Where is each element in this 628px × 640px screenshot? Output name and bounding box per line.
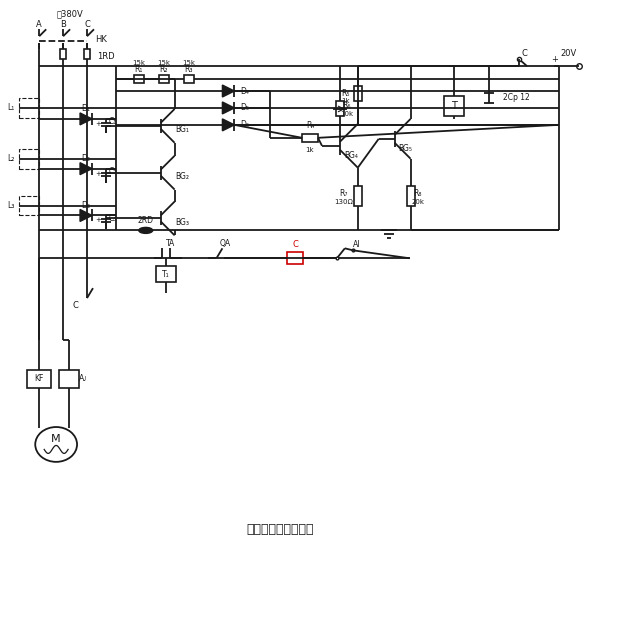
Text: 2RD: 2RD xyxy=(138,216,154,225)
Text: BG₅: BG₅ xyxy=(399,144,413,153)
Text: A: A xyxy=(36,20,42,29)
Text: R₆: R₆ xyxy=(343,102,351,111)
Bar xyxy=(60,49,66,59)
Text: 20V: 20V xyxy=(561,49,577,58)
Text: R₃: R₃ xyxy=(184,65,193,74)
Bar xyxy=(445,96,464,116)
Polygon shape xyxy=(80,113,92,125)
Bar xyxy=(84,49,90,59)
Text: 1k: 1k xyxy=(342,98,350,104)
Bar xyxy=(59,370,79,388)
Text: T₁: T₁ xyxy=(162,269,170,278)
Text: BG₁: BG₁ xyxy=(176,125,190,134)
Bar xyxy=(336,101,344,116)
Bar xyxy=(159,75,169,83)
Text: C: C xyxy=(292,240,298,249)
Text: D₃: D₃ xyxy=(82,201,90,210)
Text: BG₄: BG₄ xyxy=(344,151,358,160)
Text: R₇: R₇ xyxy=(340,189,348,198)
Bar xyxy=(302,134,318,142)
Text: 15k: 15k xyxy=(157,60,170,66)
Text: ～380V: ～380V xyxy=(56,9,83,18)
Text: C: C xyxy=(521,49,527,58)
Ellipse shape xyxy=(35,427,77,462)
Text: R₂: R₂ xyxy=(160,65,168,74)
Bar xyxy=(354,186,362,205)
Polygon shape xyxy=(222,102,234,114)
Text: 10k: 10k xyxy=(340,111,354,117)
Bar xyxy=(134,75,144,83)
Text: Aᴊ: Aᴊ xyxy=(79,374,87,383)
Text: D₁: D₁ xyxy=(82,104,90,113)
Text: 电动机断相自动保护: 电动机断相自动保护 xyxy=(246,523,314,536)
Text: 20k: 20k xyxy=(411,198,424,205)
Text: AI: AI xyxy=(353,240,360,249)
Text: +: + xyxy=(95,218,101,223)
Text: M: M xyxy=(51,435,61,444)
Bar xyxy=(287,252,303,264)
Text: C: C xyxy=(72,301,78,310)
Polygon shape xyxy=(80,163,92,175)
Polygon shape xyxy=(222,85,234,97)
Text: T: T xyxy=(452,101,457,111)
Bar xyxy=(19,148,39,169)
Polygon shape xyxy=(80,209,92,221)
Bar xyxy=(183,75,193,83)
Text: D₄: D₄ xyxy=(240,86,249,95)
Bar xyxy=(19,196,39,216)
Ellipse shape xyxy=(139,227,153,234)
Text: +: + xyxy=(551,54,558,63)
Text: B: B xyxy=(60,20,66,29)
Text: L₁: L₁ xyxy=(8,104,15,113)
Text: L₃: L₃ xyxy=(8,201,15,210)
Text: 2Cp 12: 2Cp 12 xyxy=(503,93,530,102)
Text: TA: TA xyxy=(166,239,175,248)
Text: C₁: C₁ xyxy=(109,117,117,126)
Text: HK: HK xyxy=(95,35,107,44)
Text: BG₂: BG₂ xyxy=(176,172,190,181)
Text: 15k: 15k xyxy=(133,60,145,66)
Text: D₂: D₂ xyxy=(82,154,90,163)
Bar xyxy=(156,266,176,282)
Text: C₃: C₃ xyxy=(109,214,117,223)
Bar xyxy=(406,186,414,205)
Text: KF: KF xyxy=(35,374,44,383)
Text: R₁: R₁ xyxy=(134,65,143,74)
Text: BG₃: BG₃ xyxy=(176,218,190,227)
Text: 15k: 15k xyxy=(182,60,195,66)
Text: +: + xyxy=(95,171,101,177)
Text: L₂: L₂ xyxy=(8,154,15,163)
Text: +: + xyxy=(95,121,101,127)
Bar xyxy=(354,86,362,101)
Bar xyxy=(19,98,39,118)
Text: C: C xyxy=(84,20,90,29)
Text: D₅: D₅ xyxy=(240,104,249,113)
Text: 130Ω: 130Ω xyxy=(335,198,354,205)
Text: R₈: R₈ xyxy=(413,189,422,198)
Text: C₂: C₂ xyxy=(109,167,117,176)
Polygon shape xyxy=(222,119,234,131)
Text: 1RD: 1RD xyxy=(97,52,114,61)
Text: R₅: R₅ xyxy=(342,88,350,97)
Text: 1k: 1k xyxy=(306,147,315,153)
Text: D₆: D₆ xyxy=(240,120,249,129)
Bar xyxy=(27,370,51,388)
Text: R₄: R₄ xyxy=(306,122,314,131)
Text: QA: QA xyxy=(220,239,231,248)
